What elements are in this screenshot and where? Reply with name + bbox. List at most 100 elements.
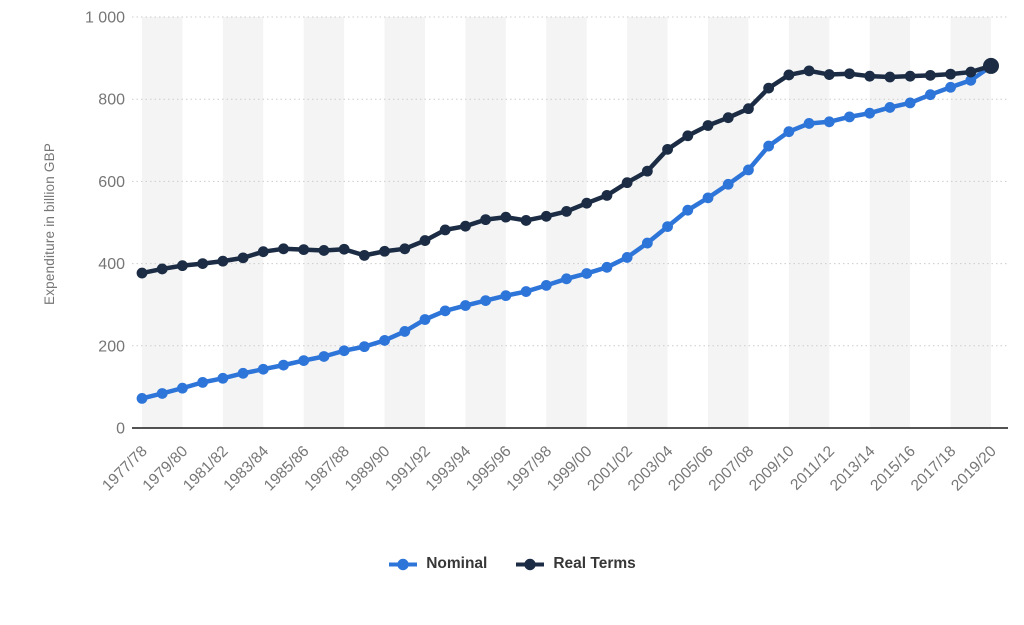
- data-point[interactable]: 2006/07 — Nominal: 593: [722, 178, 734, 190]
- data-point[interactable]: 2014/15 — Nominal: 780: [884, 102, 896, 113]
- data-point[interactable]: 2017/18 — Real Terms: 861: [945, 68, 956, 80]
- data-point[interactable]: 1989/90 — Nominal: 213: [379, 335, 390, 346]
- data-point[interactable]: 1981/82 — Nominal: 121: [217, 372, 229, 384]
- legend-item-nominal[interactable]: Nominal: [388, 555, 487, 573]
- data-point[interactable]: 1989/90 — Real Terms: 430: [379, 245, 390, 257]
- data-point[interactable]: 1991/92 — Nominal: 264: [419, 314, 431, 325]
- data-point[interactable]: 2010/11 — Nominal: 741: [803, 118, 815, 129]
- data-point[interactable]: 2005/06 — Nominal: 560: [702, 192, 714, 204]
- data-point[interactable]: 1981/82 — Real Terms: 406: [217, 255, 229, 267]
- x-tick-label: 2009/10: [746, 443, 798, 495]
- data-point[interactable]: 1984/85 — Real Terms: 436: [278, 243, 289, 255]
- data-point[interactable]: 1979/80 — Real Terms: 395: [177, 260, 188, 272]
- y-tick-label: 800: [98, 92, 125, 109]
- data-point[interactable]: 1980/81 — Real Terms: 400: [197, 258, 209, 269]
- data-point[interactable]: 1980/81 — Nominal: 111: [197, 376, 209, 388]
- background-band: [708, 17, 749, 428]
- data-point[interactable]: 1999/00 — Nominal: 376: [581, 268, 593, 279]
- data-point[interactable]: 1996/97 — Real Terms: 505: [520, 215, 532, 226]
- data-point[interactable]: 1994/95 — Nominal: 310: [480, 295, 492, 306]
- data-point[interactable]: 1992/93 — Nominal: 285: [439, 305, 451, 317]
- data-point[interactable]: 2007/08 — Real Terms: 777: [743, 103, 754, 115]
- data-point[interactable]: 1988/89 — Real Terms: 420: [358, 249, 370, 261]
- data-point[interactable]: 2006/07 — Real Terms: 755: [722, 112, 734, 124]
- data-point[interactable]: 2013/14 — Nominal: 766: [864, 107, 876, 119]
- data-point[interactable]: 1986/87 — Nominal: 174: [318, 351, 330, 362]
- data-point[interactable]: 1978/79 — Real Terms: 387: [156, 263, 168, 275]
- data-point[interactable]: 2018/19 — Nominal: 846: [965, 74, 977, 86]
- data-point[interactable]: 1998/99 — Real Terms: 527: [561, 206, 572, 217]
- data-point[interactable]: 1987/88 — Real Terms: 435: [338, 243, 350, 255]
- data-point[interactable]: 1987/88 — Nominal: 188: [338, 345, 350, 357]
- y-axis-title: Expenditure in billion GBP: [42, 142, 57, 305]
- data-point[interactable]: 2008/09 — Nominal: 686: [763, 140, 775, 152]
- legend-label-real-terms: Real Terms: [553, 555, 636, 572]
- data-point[interactable]: 2015/16 — Real Terms: 856: [904, 70, 916, 82]
- data-point[interactable]: 1977/78 — Real Terms: 377: [136, 267, 148, 279]
- data-point[interactable]: 1993/94 — Nominal: 298: [460, 300, 471, 311]
- data-point[interactable]: 2010/11 — Real Terms: 869: [803, 65, 815, 77]
- data-point[interactable]: 1993/94 — Real Terms: 491: [460, 220, 471, 232]
- data-point[interactable]: 2009/10 — Nominal: 721: [783, 126, 795, 138]
- y-tick-label: 1 000: [85, 10, 125, 27]
- data-point[interactable]: 1983/84 — Nominal: 143: [257, 363, 269, 375]
- data-point[interactable]: 2002/03 — Real Terms: 625: [641, 165, 653, 177]
- data-point[interactable]: 2003/04 — Nominal: 490: [662, 221, 673, 233]
- data-point[interactable]: 2008/09 — Real Terms: 827: [763, 82, 775, 94]
- data-point[interactable]: 1991/92 — Real Terms: 456: [419, 235, 431, 246]
- data-point[interactable]: 2012/13 — Nominal: 757: [844, 111, 855, 123]
- legend-label-nominal: Nominal: [426, 555, 488, 572]
- y-tick-label: 400: [98, 256, 125, 273]
- data-point[interactable]: 2002/03 — Nominal: 450: [641, 237, 653, 249]
- data-point[interactable]: 1997/98 — Real Terms: 515: [540, 210, 552, 222]
- data-point[interactable]: 2016/17 — Real Terms: 858: [924, 69, 936, 81]
- data-point[interactable]: 1995/96 — Real Terms: 513: [500, 211, 512, 223]
- data-point[interactable]: 2003/04 — Real Terms: 678: [662, 143, 673, 155]
- data-point[interactable]: 2001/02 — Real Terms: 597: [621, 177, 633, 189]
- data-point[interactable]: 1982/83 — Real Terms: 414: [237, 252, 249, 264]
- data-point[interactable]: 1988/89 — Nominal: 198: [358, 341, 370, 353]
- data-point[interactable]: 2012/13 — Real Terms: 862: [844, 68, 855, 80]
- data-point[interactable]: 2016/17 — Nominal: 811: [924, 89, 936, 101]
- data-point[interactable]: 1994/95 — Real Terms: 507: [480, 214, 492, 226]
- data-point[interactable]: 1990/91 — Nominal: 235: [399, 326, 411, 337]
- background-band: [222, 17, 264, 428]
- data-point[interactable]: 2017/18 — Nominal: 829: [945, 81, 956, 93]
- data-point[interactable]: 2015/16 — Nominal: 791: [904, 97, 916, 109]
- data-point[interactable]: 1984/85 — Nominal: 153: [278, 359, 289, 371]
- data-point[interactable]: 2007/08 — Nominal: 628: [743, 164, 754, 176]
- y-tick-label: 600: [98, 174, 125, 191]
- data-point[interactable]: 2000/01 — Real Terms: 566: [601, 189, 613, 201]
- data-point[interactable]: 1979/80 — Nominal: 97: [177, 382, 188, 394]
- data-point[interactable]: 1983/84 — Real Terms: 429: [257, 246, 269, 258]
- data-point[interactable]: 1977/78 — Nominal: 72: [136, 393, 148, 404]
- data-point[interactable]: 1995/96 — Nominal: 322: [500, 290, 512, 302]
- data-point[interactable]: 1999/00 — Real Terms: 547: [581, 197, 593, 209]
- data-point[interactable]: 1978/79 — Nominal: 84: [156, 388, 168, 399]
- data-point[interactable]: 1992/93 — Real Terms: 482: [439, 224, 451, 236]
- legend-item-real-terms[interactable]: Real Terms: [515, 555, 636, 573]
- data-point[interactable]: 2011/12 — Real Terms: 860: [823, 69, 835, 80]
- data-point[interactable]: 2011/12 — Nominal: 745: [823, 116, 835, 128]
- data-point[interactable]: 1982/83 — Nominal: 133: [237, 367, 249, 379]
- data-point[interactable]: 1996/97 — Nominal: 332: [520, 286, 532, 297]
- data-point[interactable]: 2018/19 — Real Terms: 866: [965, 66, 977, 78]
- data-point[interactable]: 2013/14 — Real Terms: 856: [864, 70, 876, 82]
- data-point[interactable]: 1986/87 — Real Terms: 432: [318, 245, 330, 256]
- data-point[interactable]: 2000/01 — Nominal: 391: [601, 261, 613, 273]
- data-point[interactable]: 1998/99 — Nominal: 363: [561, 273, 572, 285]
- data-point[interactable]: 1990/91 — Real Terms: 436: [399, 243, 411, 255]
- data-point[interactable]: 2001/02 — Nominal: 415: [621, 252, 633, 263]
- data-point[interactable]: 1985/86 — Nominal: 164: [298, 355, 310, 366]
- data-point[interactable]: 1997/98 — Nominal: 347: [540, 279, 552, 291]
- data-point[interactable]: 2009/10 — Real Terms: 859: [783, 69, 795, 81]
- data-point[interactable]: 2014/15 — Real Terms: 854: [884, 71, 896, 83]
- data-point[interactable]: 2019/20 — Real Terms: 881: [983, 57, 999, 74]
- y-tick-label: 200: [98, 338, 125, 355]
- data-point[interactable]: 1985/86 — Real Terms: 434: [298, 244, 310, 256]
- data-point[interactable]: 2005/06 — Real Terms: 736: [702, 120, 714, 131]
